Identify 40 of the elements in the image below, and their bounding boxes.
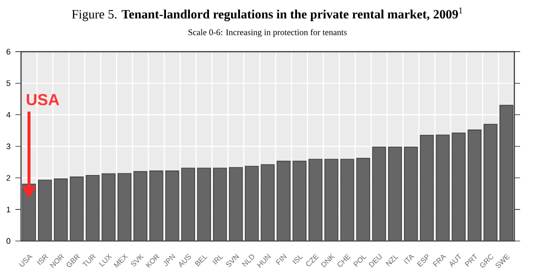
bar xyxy=(260,164,275,242)
y-tick-label: 0 xyxy=(6,238,10,244)
y-tick-label: 1 xyxy=(6,206,10,212)
bar xyxy=(181,168,196,242)
bar xyxy=(388,146,402,242)
bar xyxy=(70,176,84,242)
bar xyxy=(436,134,450,242)
bar xyxy=(86,174,100,242)
bar xyxy=(452,132,466,242)
annotation: USA xyxy=(26,94,60,106)
bar xyxy=(197,168,211,242)
bar xyxy=(404,146,418,242)
bar xyxy=(499,104,514,242)
bar xyxy=(356,158,370,242)
y-tick-label: 2 xyxy=(6,175,10,181)
bar xyxy=(38,180,52,242)
y-tick-label: 6 xyxy=(6,48,10,55)
chart-subtitle: Scale 0-6: Increasing in protection for tenants xyxy=(188,29,347,37)
y-tick-label: 4 xyxy=(6,112,10,118)
chart-title: Figure 5. Tenant-landlord regulations in the private rental market, 2009$^{1}$ xyxy=(72,7,462,22)
bar xyxy=(165,170,180,242)
bar xyxy=(149,170,164,242)
bar xyxy=(308,158,322,242)
bar xyxy=(372,146,386,242)
bar xyxy=(292,160,306,242)
bar xyxy=(102,173,116,242)
y-tick-label: 3 xyxy=(6,144,10,150)
bar xyxy=(118,173,132,242)
bar xyxy=(324,158,338,242)
bar xyxy=(420,134,434,242)
bar xyxy=(54,178,68,242)
bar xyxy=(228,167,243,242)
bar xyxy=(133,171,148,242)
bar xyxy=(213,168,227,242)
bar xyxy=(468,130,482,242)
bar xyxy=(276,160,291,242)
bar xyxy=(340,158,354,242)
bar xyxy=(244,166,259,242)
bar xyxy=(484,124,498,242)
y-tick-label: 5 xyxy=(6,80,10,86)
